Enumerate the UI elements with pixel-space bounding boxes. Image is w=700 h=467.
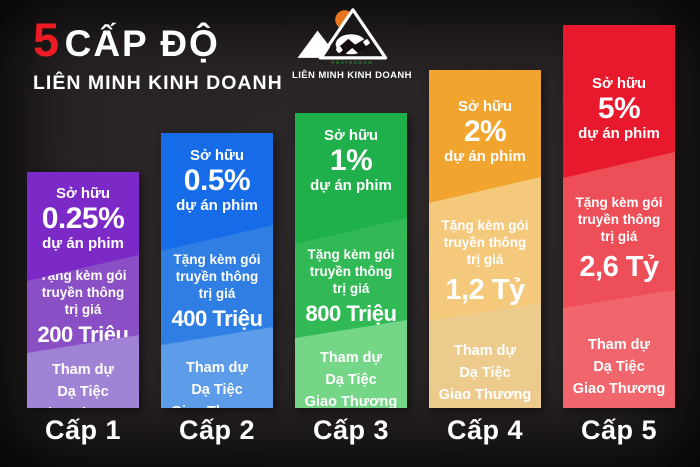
ownership-section: Sở hữu 0.5% dự án phim xyxy=(161,133,273,214)
level-column-4: Sở hữu 2% dự án phim Tặng kèm gói truyền… xyxy=(429,70,541,446)
media-intro: Tặng kèm gói truyền thông trị giá xyxy=(441,218,529,267)
own-value: 0.5% xyxy=(183,164,251,197)
own-suffix: dự án phim xyxy=(578,125,660,142)
ownership-section: Sở hữu 5% dự án phim xyxy=(563,25,675,142)
logo-caption: LIÊN MINH KINH DOANH xyxy=(292,70,412,81)
media-value: 1,2 Tỷ xyxy=(445,273,525,306)
own-value: 0.25% xyxy=(41,202,125,235)
media-intro: Tặng kèm gói truyền thông trị giá xyxy=(39,268,127,317)
level-label: Cấp 2 xyxy=(178,415,256,445)
gala-section: Tham dự Dạ Tiệc Giao Thương xyxy=(429,303,541,408)
own-prefix: Sở hữu xyxy=(55,185,111,202)
gala-text: Tham dự Dạ Tiệc Giao Thương xyxy=(304,350,398,408)
ownership-section: Sở hữu 0.25% dự án phim xyxy=(27,172,139,252)
level-bar: Sở hữu 0.25% dự án phim Tặng kèm gói tru… xyxy=(27,172,139,408)
level-column-2: Sở hữu 0.5% dự án phim Tặng kèm gói truy… xyxy=(161,133,273,446)
own-suffix: dự án phim xyxy=(176,197,258,214)
media-value: 800 Triệu xyxy=(305,300,397,326)
own-value: 2% xyxy=(463,115,507,148)
title-text: CẤP ĐỘ xyxy=(64,23,220,64)
own-suffix: dự án phim xyxy=(310,177,392,194)
own-value: 5% xyxy=(597,92,641,125)
level-column-1: Sở hữu 0.25% dự án phim Tặng kèm gói tru… xyxy=(27,172,139,446)
level-bar: Sở hữu 0.5% dự án phim Tặng kèm gói truy… xyxy=(161,133,273,408)
media-value: 400 Triệu xyxy=(171,305,263,331)
page-title: 5 CẤP ĐỘ xyxy=(33,16,220,63)
ownership-section: Sở hữu 2% dự án phim xyxy=(429,70,541,165)
logo-watermark: PHATNGOAN xyxy=(331,60,373,66)
level-bar: Sở hữu 2% dự án phim Tặng kèm gói truyền… xyxy=(429,70,541,408)
gala-text: Tham dự Dạ Tiệc Giao Thương xyxy=(37,362,130,408)
own-prefix: Sở hữu xyxy=(189,147,245,164)
title-number: 5 xyxy=(33,13,61,66)
mountain-left-ridge xyxy=(297,30,331,58)
media-intro: Tặng kèm gói truyền thông trị giá xyxy=(575,195,663,244)
ownership-section: Sở hữu 1% dự án phim xyxy=(295,113,407,194)
level-bar: Sở hữu 1% dự án phim Tặng kèm gói truyền… xyxy=(295,113,407,408)
level-label: Cấp 3 xyxy=(312,415,390,445)
logo: PHATNGOAN LIÊN MINH KINH DOANH xyxy=(291,5,413,81)
level-column-5: Sở hữu 5% dự án phim Tặng kèm gói truyền… xyxy=(563,25,675,446)
level-column-3: Sở hữu 1% dự án phim Tặng kèm gói truyền… xyxy=(295,113,407,446)
media-value: 2,6 Tỷ xyxy=(579,250,659,283)
level-bar: Sở hữu 5% dự án phim Tặng kèm gói truyền… xyxy=(563,25,675,408)
media-intro: Tặng kèm gói truyền thông trị giá xyxy=(173,252,261,301)
gala-text: Tham dự Dạ Tiệc Giao Thương xyxy=(438,343,532,403)
own-prefix: Sở hữu xyxy=(457,98,513,115)
media-intro: Tặng kèm gói truyền thông trị giá xyxy=(307,247,395,296)
own-value: 1% xyxy=(329,144,373,177)
own-prefix: Sở hữu xyxy=(323,127,379,144)
gala-section: Tham dự Dạ Tiệc Giao Thương xyxy=(563,290,675,408)
gala-text: Tham dự Dạ Tiệc Giao Thương xyxy=(171,360,264,408)
level-label: Cấp 5 xyxy=(580,415,658,445)
title-subtitle: LIÊN MINH KINH DOANH xyxy=(33,72,283,94)
level-label: Cấp 1 xyxy=(44,415,122,445)
own-suffix: dự án phim xyxy=(444,148,526,165)
mountain-logo-icon: PHATNGOAN xyxy=(297,8,388,66)
gala-text: Tham dự Dạ Tiệc Giao Thương xyxy=(572,337,666,397)
own-prefix: Sở hữu xyxy=(591,75,647,92)
level-label: Cấp 4 xyxy=(446,415,524,445)
own-suffix: dự án phim xyxy=(42,235,124,252)
